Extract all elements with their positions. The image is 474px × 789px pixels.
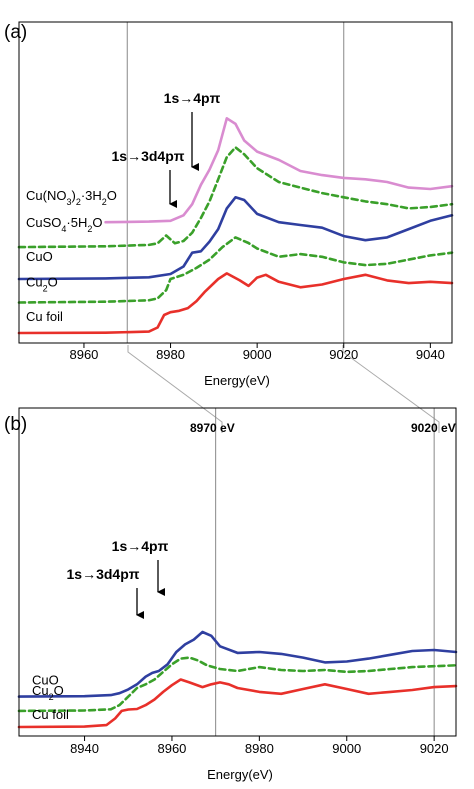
panel-a-series-labels: Cu(NO3)2·3H2O CuSO4·5H2O CuO Cu2O Cu foil (26, 188, 117, 324)
panel-b-x-axis-title: Energy(eV) (207, 767, 273, 782)
connector-left (127, 345, 223, 433)
series-label-cuo: CuO (32, 673, 59, 688)
series-label-cu2o: Cu2O (32, 683, 64, 702)
series-line-cuso4-5h2o (17, 146, 454, 249)
x-tick-label-8940: 8940 (70, 741, 99, 756)
series-line-cuo (17, 630, 458, 698)
annotation-1s-3d4p: 1s→3d4pπ (67, 566, 140, 582)
x-tick-label-9020: 9020 (329, 347, 358, 362)
series-label-cu-foil: Cu foil (32, 707, 69, 722)
series-label-cuo: CuO (26, 249, 53, 264)
connector-right (342, 345, 440, 433)
x-tick-label-8960: 8960 (69, 347, 98, 362)
panel-b-x-ticks: 8940 8960 8980 9000 9020 (70, 736, 449, 756)
panel-a-label: (a) (4, 22, 27, 43)
panel-a-x-axis-title: Energy(eV) (204, 373, 270, 388)
x-tick-label-9000: 9000 (332, 741, 361, 756)
panel-a-x-ticks: 8960 8980 9000 9020 9040 (69, 343, 445, 362)
x-tick-label-8960: 8960 (157, 741, 186, 756)
series-label-cu-foil: Cu foil (26, 309, 63, 324)
panel-a-annotations: 1s→4pπ 1s→3d4pπ (112, 90, 221, 208)
panel-a: (a) Cu(NO3)2·3H2O CuSO4·5H2O CuO Cu2O Cu foi… (4, 21, 454, 388)
panel-b-reference-labels: 8970 eV 9020 eV (190, 421, 456, 435)
panel-b-series (17, 630, 458, 729)
panel-b-reference-lines (215, 408, 435, 736)
series-line-cu2o (17, 236, 454, 304)
series-label-cu-no3-2-3h2o: Cu(NO3)2·3H2O (26, 188, 117, 207)
panel-a-series (17, 117, 454, 335)
series-line-cu-no3-2-3h2o (104, 117, 454, 224)
x-tick-label-9040: 9040 (416, 347, 445, 362)
series-line-cu-foil (17, 272, 454, 335)
annotation-1s-3d4p: 1s→3d4pπ (112, 148, 185, 164)
series-label-cu2o: Cu2O (26, 275, 58, 294)
reference-label-9020-ev: 9020 eV (411, 421, 456, 435)
x-tick-label-8980: 8980 (245, 741, 274, 756)
x-tick-label-9020: 9020 (420, 741, 449, 756)
panel-a-frame (18, 21, 453, 344)
annotation-1s-4p: 1s→4pπ (164, 90, 221, 106)
panel-b-frame (18, 407, 457, 737)
x-tick-label-8980: 8980 (156, 347, 185, 362)
reference-label-8970-ev: 8970 eV (190, 421, 235, 435)
series-line-cu-foil (17, 678, 458, 729)
x-tick-label-9000: 9000 (243, 347, 272, 362)
panel-b-label: (b) (4, 414, 27, 435)
series-label-cuso4-5h2o: CuSO4·5H2O (26, 215, 103, 234)
panel-a-reference-lines (126, 22, 345, 343)
series-line-cu2o (17, 656, 458, 713)
annotation-1s-4p: 1s→4pπ (112, 538, 169, 554)
series-line-cuo (17, 196, 454, 281)
panel-b-annotations: 1s→4pπ 1s→3d4pπ (67, 538, 169, 619)
